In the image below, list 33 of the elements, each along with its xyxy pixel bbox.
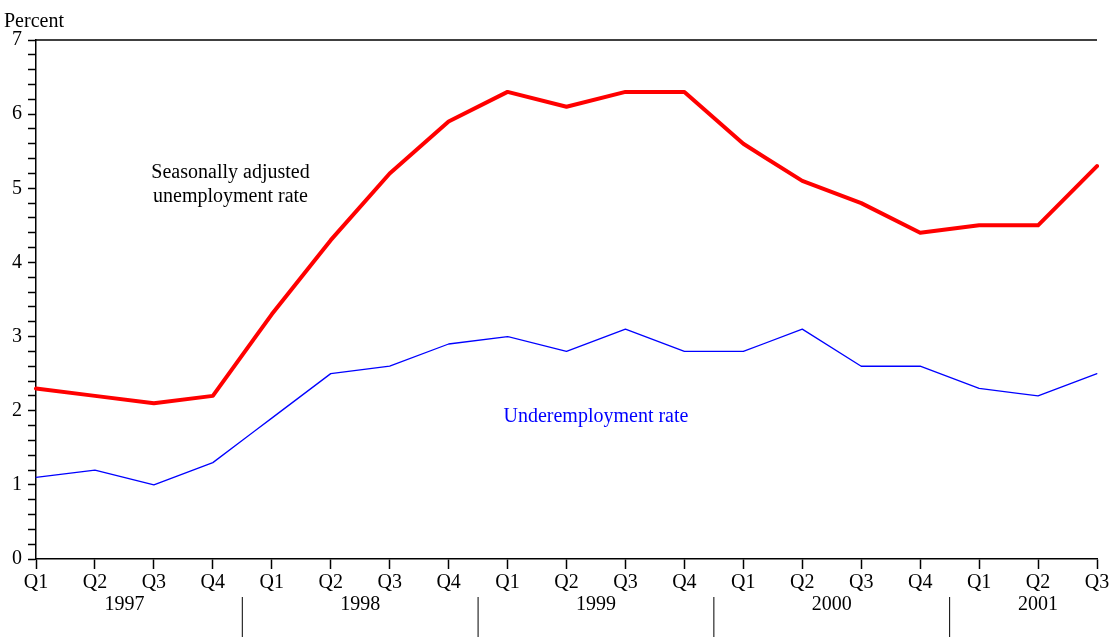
y-tick-label: 5: [12, 175, 22, 198]
x-tick-label: Q1: [495, 570, 520, 593]
y-tick-label: 2: [12, 397, 22, 420]
y-tick-label: 3: [12, 323, 22, 346]
x-tick-label: Q3: [377, 570, 402, 593]
y-tick-label: 1: [12, 472, 22, 495]
x-tick-label: Q4: [436, 570, 461, 593]
x-tick-label: Q2: [82, 570, 108, 593]
x-tick-label: Q3: [1084, 570, 1110, 593]
text: Underemployment rate: [503, 404, 689, 428]
x-tick-label: Q1: [966, 570, 992, 593]
text: 1998: [340, 592, 381, 615]
x-tick-label: Q2: [554, 570, 579, 593]
x-tick-label: Q2: [1025, 570, 1051, 593]
y-tick-label: 0: [12, 546, 22, 569]
text: 1997: [104, 592, 145, 615]
text: 2000: [811, 592, 852, 615]
x-tick-label: Q3: [141, 570, 167, 593]
x-tick-label: Q4: [907, 570, 933, 593]
x-tick-label: Q3: [613, 570, 638, 593]
text: 2001: [1018, 592, 1059, 615]
x-tick-label: Q4: [200, 570, 226, 593]
series-label: Seasonally adjusted unemployment rate: [151, 159, 310, 207]
x-tick-label: Q1: [259, 570, 284, 593]
x-tick-label: Q3: [849, 570, 874, 593]
x-tick-label: Q1: [731, 570, 756, 593]
x-tick-label: Q2: [318, 570, 343, 593]
x-tick-label: Q2: [790, 570, 815, 593]
y-tick-label: 6: [12, 101, 22, 124]
x-tick-label: Q1: [23, 570, 49, 593]
x-tick-label: Q4: [672, 570, 697, 593]
text: 1999: [575, 592, 616, 615]
y-tick-label: 4: [12, 249, 22, 272]
